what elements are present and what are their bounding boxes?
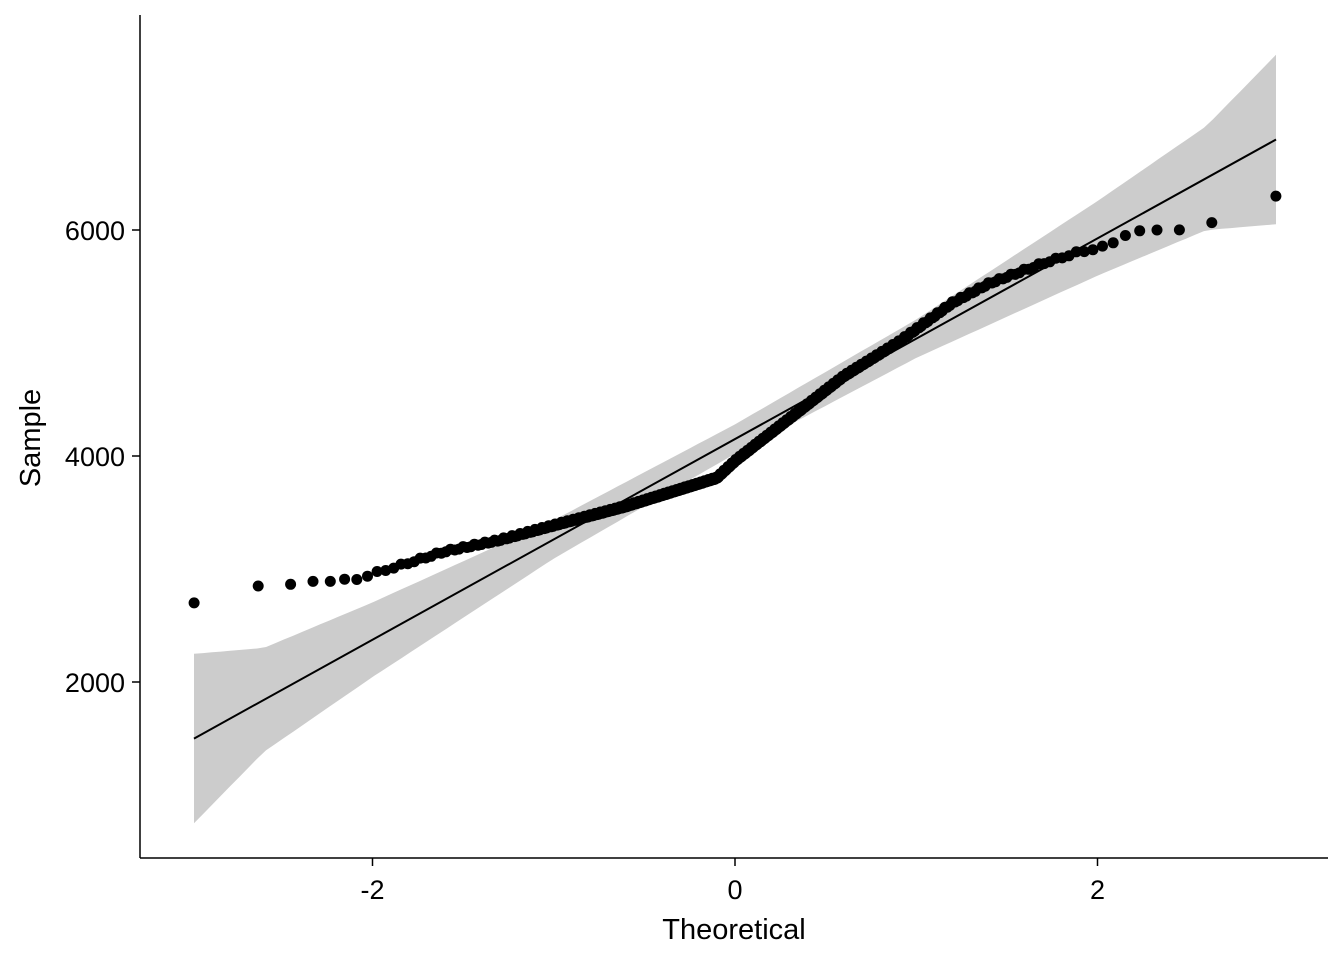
y-tick-label: 6000 xyxy=(65,216,125,246)
data-point xyxy=(1151,224,1163,236)
data-point xyxy=(1134,225,1146,237)
reference-line xyxy=(193,138,1277,740)
data-point xyxy=(285,578,297,590)
y-axis-label: Sample xyxy=(15,389,47,487)
data-point xyxy=(1070,246,1082,258)
y-tick-label: 2000 xyxy=(65,668,125,698)
data-point xyxy=(362,570,373,582)
x-tick-label: 0 xyxy=(727,875,742,905)
data-point xyxy=(1087,244,1099,256)
data-point xyxy=(1173,224,1185,236)
data-point xyxy=(1078,246,1090,258)
data-point xyxy=(188,597,200,609)
data-point xyxy=(252,580,264,592)
x-axis-label: Theoretical xyxy=(662,914,805,946)
data-point xyxy=(351,574,363,585)
data-point xyxy=(324,575,336,587)
x-tick-label: 2 xyxy=(1090,875,1105,905)
data-point xyxy=(1097,240,1108,252)
y-tick-label: 4000 xyxy=(65,442,125,472)
data-point xyxy=(1206,217,1218,229)
data-point xyxy=(339,573,351,585)
data-point xyxy=(1270,190,1282,202)
data-point xyxy=(307,575,319,587)
data-point xyxy=(1107,237,1119,249)
data-point xyxy=(1119,230,1131,241)
x-tick-label: -2 xyxy=(360,875,384,905)
data-point xyxy=(371,566,383,577)
